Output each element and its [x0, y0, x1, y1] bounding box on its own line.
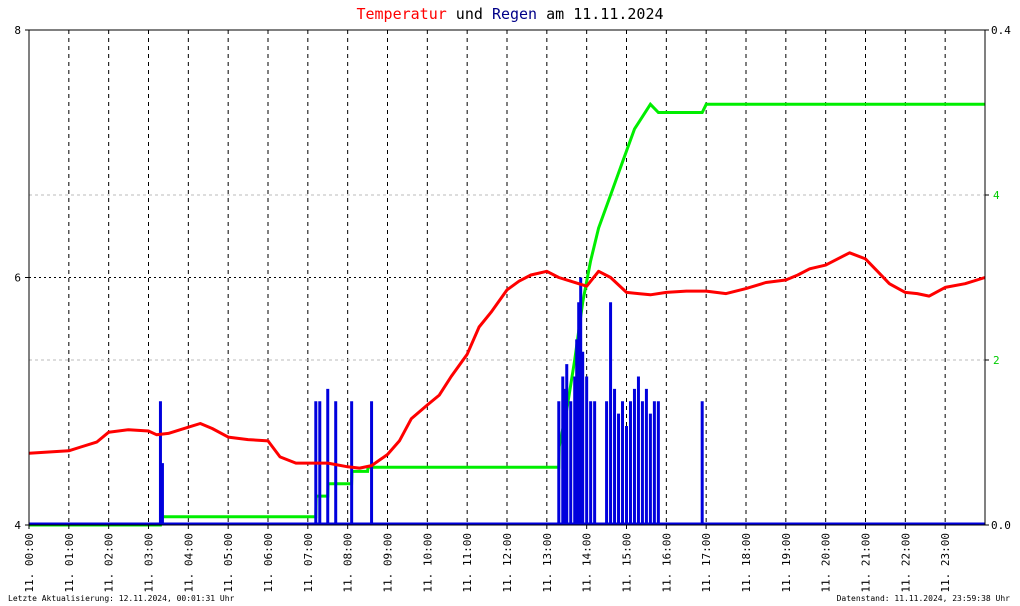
x-tick-label: 11. 20:00 [820, 533, 833, 593]
x-tick-label: 11. 13:00 [541, 533, 554, 593]
x-tick-label: 11. 07:00 [302, 533, 315, 593]
axes [25, 29, 989, 529]
x-tick-label: 11. 18:00 [740, 533, 753, 593]
left-tick-label: 8 [14, 24, 21, 37]
x-tick-label: 11. 21:00 [860, 533, 873, 593]
x-tick-label: 11. 11:00 [461, 533, 474, 593]
x-tick-label: 11. 02:00 [103, 533, 116, 593]
x-tick-label: 11. 01:00 [63, 533, 76, 593]
chart-title: Temperatur und Regen am 11.11.2024 [356, 5, 663, 23]
right-rate-tick-label: 0.4 [991, 24, 1011, 37]
left-tick-label: 4 [14, 519, 21, 532]
x-tick-label: 11. 15:00 [621, 533, 634, 593]
x-tick-label: 11. 22:00 [899, 533, 912, 593]
x-tick-label: 11. 06:00 [262, 533, 275, 593]
footer-data-state: Datenstand: 11.11.2024, 23:59:38 Uhr [837, 594, 1011, 603]
temperature-line [28, 251, 986, 470]
title-temperature: Temperatur [356, 5, 446, 23]
title-and: und [447, 5, 492, 23]
x-tick-label: 11. 08:00 [342, 533, 355, 593]
x-tick-label: 11. 03:00 [143, 533, 156, 593]
title-date: am 11.11.2024 [537, 5, 663, 23]
x-tick-label: 11. 23:00 [939, 533, 952, 593]
right-rate-tick-label: 0.0 [991, 519, 1011, 532]
tick-labels: 4 6 8 2 4 0.0 0.4 11. 00:00 11. 01:00 11. 02:00 11… [14, 24, 1011, 593]
x-tick-label: 11. 16:00 [660, 533, 673, 593]
right-sum-tick-label: 2 [993, 354, 1000, 367]
temperature-series [28, 251, 986, 470]
x-tick-label: 11. 09:00 [382, 533, 395, 593]
right-sum-tick-label: 4 [993, 189, 1000, 202]
left-tick-label: 6 [14, 272, 21, 285]
x-tick-label: 11. 05:00 [222, 533, 235, 593]
x-tick-label: 11. 00:00 [23, 533, 36, 593]
x-tick-label: 11. 04:00 [182, 533, 195, 593]
title-rain: Regen [492, 5, 537, 23]
x-tick-label: 11. 19:00 [780, 533, 793, 593]
x-tick-label: 11. 17:00 [700, 533, 713, 593]
x-tick-label: 11. 14:00 [581, 533, 594, 593]
footer-last-update: Letzte Aktualisierung: 12.11.2024, 00:01… [8, 594, 235, 603]
x-tick-label: 11. 12:00 [501, 533, 514, 593]
x-tick-label: 11. 10:00 [421, 533, 434, 593]
